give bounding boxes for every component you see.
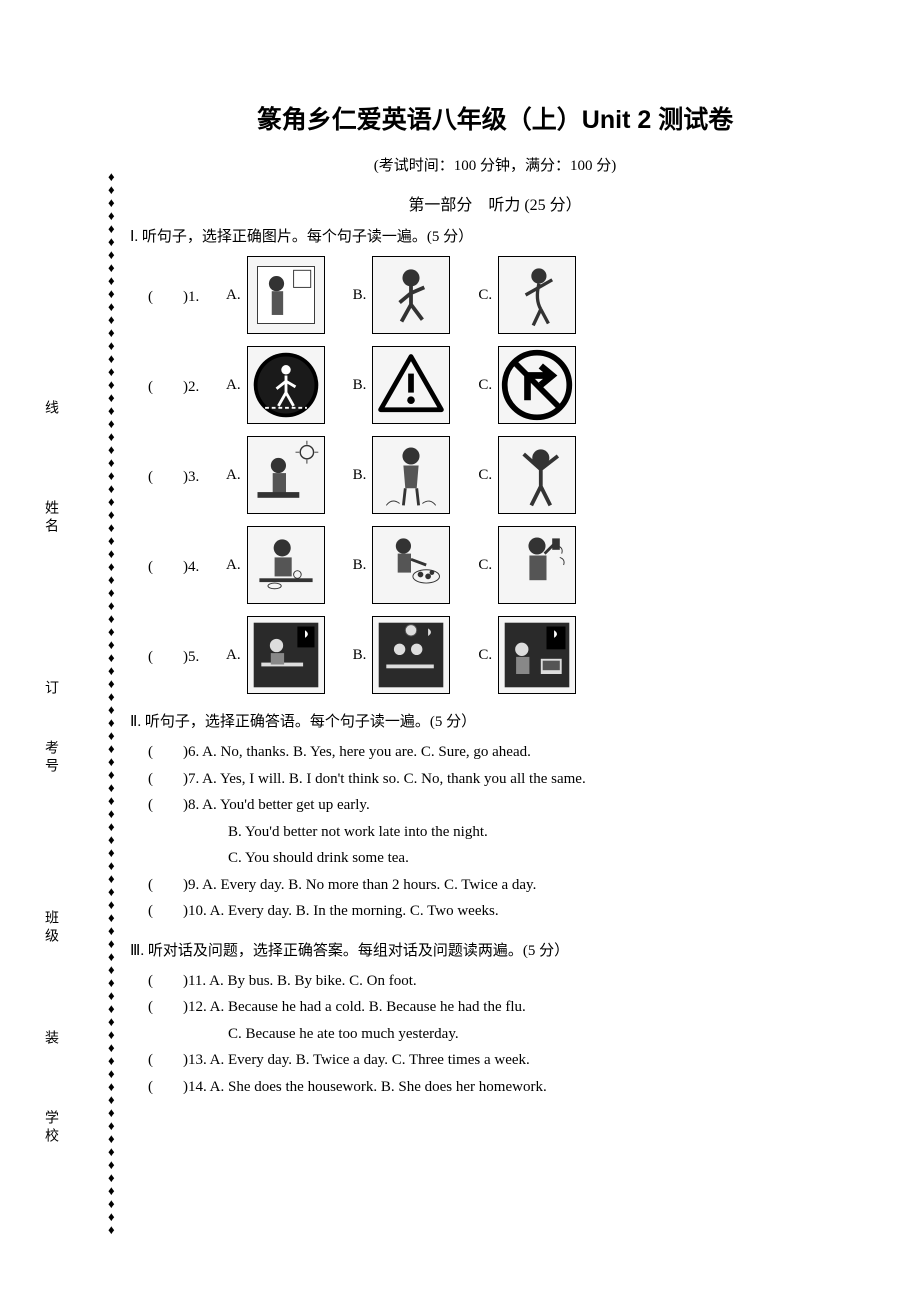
picture-option: B. <box>353 526 451 604</box>
picture-option: B. <box>353 616 451 694</box>
part1-title: 第一部分 听力 (25 分） <box>130 191 860 215</box>
text-question: ( )12. A. Because he had a cold. B. Beca… <box>148 996 860 1019</box>
option-label: A. <box>226 647 241 664</box>
section1-title: Ⅰ. 听句子，选择正确图片。每个句子读一遍。(5 分） <box>130 225 860 246</box>
option-label: B. <box>353 377 367 394</box>
binding-label-class: 班级 <box>40 910 60 946</box>
option-label: C. <box>478 557 492 574</box>
picture-question: ( )1.A. B. C. <box>148 256 860 334</box>
section1-questions: ( )1.A.B.C.( )2.A.B.C.( )3.A.B.C.( )4.A.… <box>130 256 860 694</box>
sign-warning-icon <box>372 346 450 424</box>
text-question: ( )10. A. Every day. B. In the morning. … <box>148 900 860 923</box>
option-label: A. <box>226 557 241 574</box>
boy-night-tv-icon <box>498 616 576 694</box>
text-question: ( )6. A. No, thanks. B. Yes, here you ar… <box>148 741 860 764</box>
binding-diamond-line: ♦♦♦♦♦♦♦♦♦♦♦♦♦♦♦♦♦♦♦♦♦♦♦♦♦♦♦♦♦♦♦♦♦♦♦♦♦♦♦♦… <box>108 170 115 1236</box>
picture-option: A. <box>226 436 325 514</box>
binding-label-xian: 线 <box>40 400 60 418</box>
section2-title: Ⅱ. 听句子，选择正确答语。每个句子读一遍。(5 分） <box>130 710 860 731</box>
question-number: ( )3. <box>148 465 226 486</box>
girl-dancing-icon <box>498 256 576 334</box>
picture-option: B. <box>353 436 451 514</box>
boy-drinking-icon <box>498 526 576 604</box>
text-question: ( )9. A. Every day. B. No more than 2 ho… <box>148 874 860 897</box>
option-label: C. <box>478 467 492 484</box>
question-number: ( )2. <box>148 375 226 396</box>
girl-standing-icon <box>372 436 450 514</box>
text-question-sub: C. You should drink some tea. <box>228 847 860 870</box>
boy-stretching-icon <box>498 436 576 514</box>
question-number: ( )5. <box>148 645 226 666</box>
option-label: B. <box>353 557 367 574</box>
picture-option: C. <box>478 526 576 604</box>
option-label: B. <box>353 647 367 664</box>
picture-option: C. <box>478 256 576 334</box>
section3-questions: ( )11. A. By bus. B. By bike. C. On foot… <box>130 970 860 1099</box>
picture-option: C. <box>478 436 576 514</box>
two-night-desk-icon <box>372 616 450 694</box>
option-label: A. <box>226 287 241 304</box>
page-title: 篆角乡仁爱英语八年级（上）Unit 2 测试卷 <box>130 100 860 136</box>
picture-option: A. <box>226 346 325 424</box>
binding-label-ding: 订 <box>40 680 60 698</box>
binding-label-zhuang: 装 <box>40 1030 60 1048</box>
picture-option: B. <box>353 346 451 424</box>
girl-running-icon <box>372 256 450 334</box>
section2-questions: ( )6. A. No, thanks. B. Yes, here you ar… <box>130 741 860 923</box>
sign-noright-icon <box>498 346 576 424</box>
option-label: C. <box>478 647 492 664</box>
text-question: ( )13. A. Every day. B. Twice a day. C. … <box>148 1049 860 1072</box>
picture-question: ( )5.A. B. C. <box>148 616 860 694</box>
exam-info: (考试时间：100 分钟，满分：100 分) <box>130 154 860 175</box>
text-question: ( )8. A. You'd better get up early. <box>148 794 860 817</box>
binding-label-school: 学校 <box>40 1110 60 1146</box>
picture-option: C. <box>478 346 576 424</box>
binding-margin: 学校 装 班级 考号 订 姓名 线 ♦♦♦♦♦♦♦♦♦♦♦♦♦♦♦♦♦♦♦♦♦♦… <box>60 170 120 1230</box>
text-question-sub: B. You'd better not work late into the n… <box>228 821 860 844</box>
picture-option: A. <box>226 526 325 604</box>
picture-option: A. <box>226 616 325 694</box>
question-number: ( )1. <box>148 285 226 306</box>
boy-eating-icon <box>247 526 325 604</box>
text-question: ( )11. A. By bus. B. By bike. C. On foot… <box>148 970 860 993</box>
option-label: A. <box>226 467 241 484</box>
option-label: B. <box>353 287 367 304</box>
binding-label-number: 考号 <box>40 740 60 776</box>
picture-option: B. <box>353 256 451 334</box>
girl-sun-icon <box>247 436 325 514</box>
picture-question: ( )2.A. B. C. <box>148 346 860 424</box>
text-question: ( )14. A. She does the housework. B. She… <box>148 1076 860 1099</box>
binding-label-name: 姓名 <box>40 500 60 536</box>
boy-night-desk-icon <box>247 616 325 694</box>
option-label: C. <box>478 287 492 304</box>
picture-option: A. <box>226 256 325 334</box>
section3-title: Ⅲ. 听对话及问题，选择正确答案。每组对话及问题读两遍。(5 分） <box>130 939 860 960</box>
picture-question: ( )4.A. B. C. <box>148 526 860 604</box>
question-number: ( )4. <box>148 555 226 576</box>
text-question-sub: C. Because he ate too much yesterday. <box>228 1023 860 1046</box>
option-label: A. <box>226 377 241 394</box>
picture-question: ( )3.A. B. C. <box>148 436 860 514</box>
option-label: C. <box>478 377 492 394</box>
sign-crosswalk-icon <box>247 346 325 424</box>
girl-brushing-icon <box>247 256 325 334</box>
boy-washing-icon <box>372 526 450 604</box>
text-question: ( )7. A. Yes, I will. B. I don't think s… <box>148 768 860 791</box>
picture-option: C. <box>478 616 576 694</box>
option-label: B. <box>353 467 367 484</box>
